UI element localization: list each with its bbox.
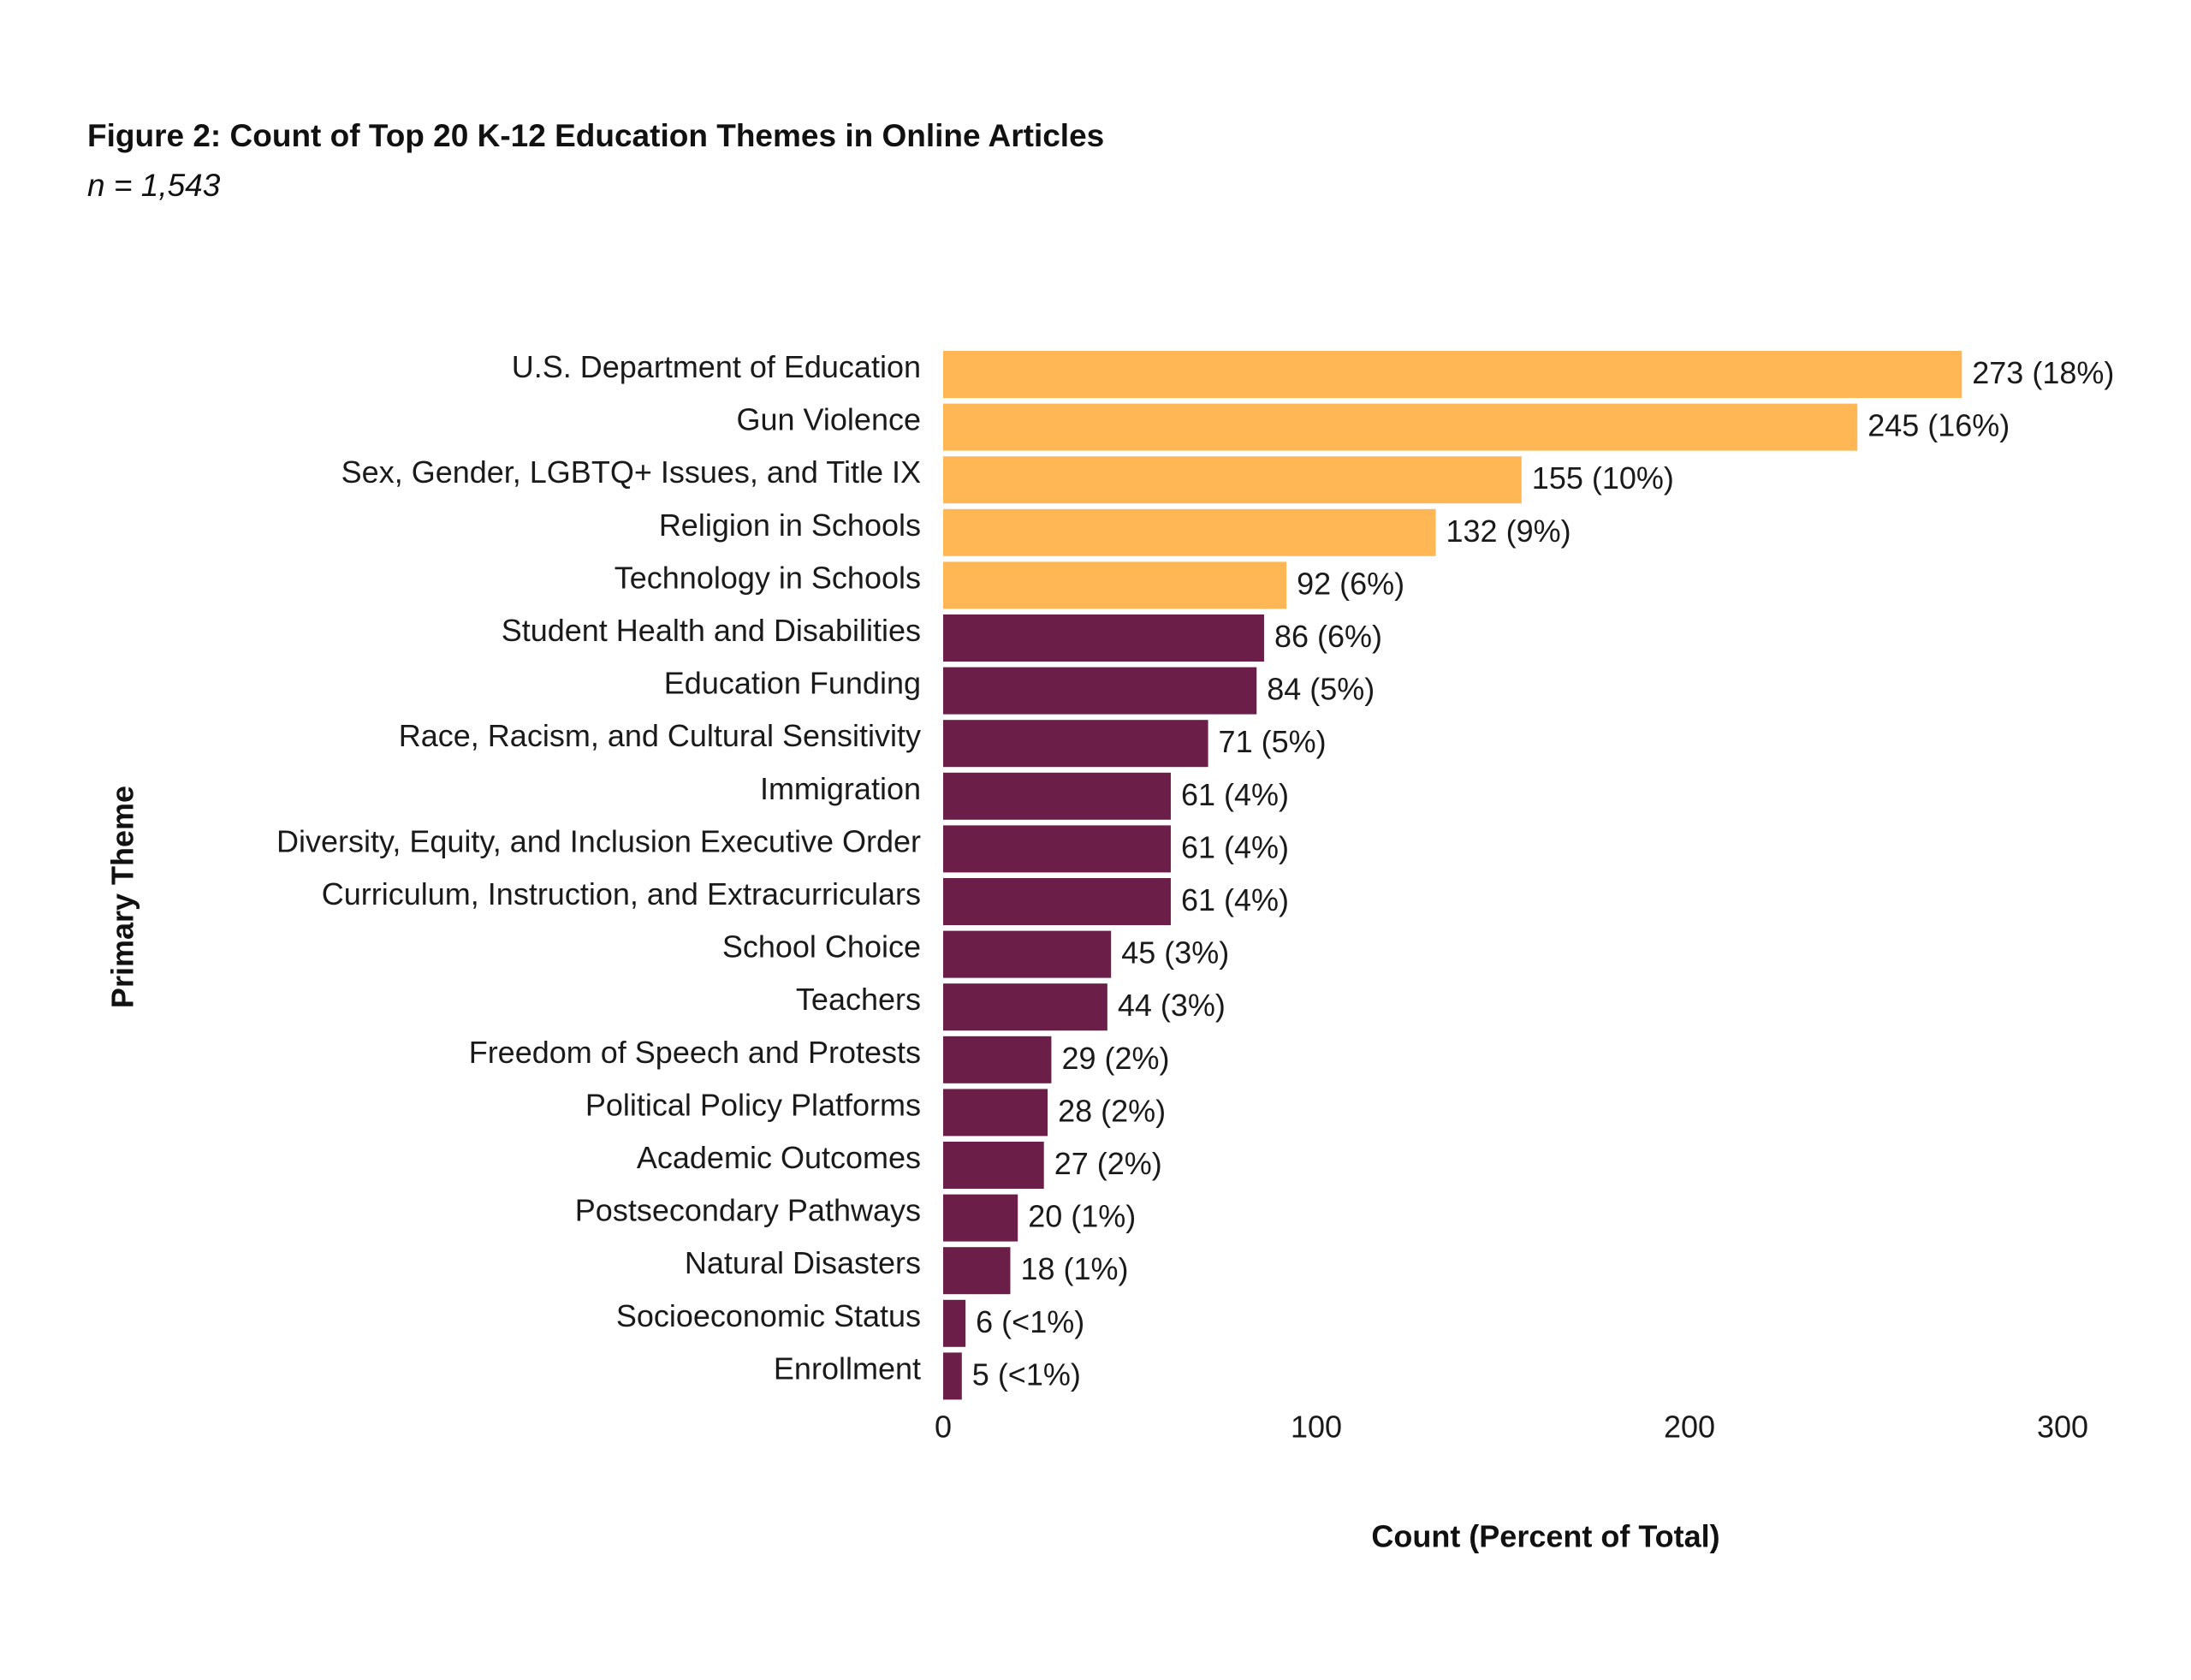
data-label: 20 (1%) — [1028, 1199, 1136, 1234]
x-tick-label: 0 — [935, 1410, 952, 1445]
category-label: Enrollment — [774, 1351, 921, 1386]
category-label: Gun Violence — [737, 402, 922, 437]
category-label: Postsecondary Pathways — [575, 1193, 921, 1228]
bar — [943, 930, 1112, 978]
category-label: Race, Racism, and Cultural Sensitivity — [399, 718, 921, 753]
x-tick-label: 300 — [2037, 1410, 2088, 1445]
bar — [943, 878, 1171, 925]
category-label: Political Policy Platforms — [585, 1087, 921, 1122]
bar — [943, 1089, 1048, 1137]
category-label: Freedom of Speech and Protests — [469, 1035, 921, 1070]
bar — [943, 614, 1264, 662]
x-tick-label: 200 — [1664, 1410, 1715, 1445]
category-label: Curriculum, Instruction, and Extracurric… — [322, 876, 921, 911]
bar — [943, 456, 1522, 504]
category-label: Socioeconomic Status — [616, 1298, 921, 1333]
data-label: 273 (18%) — [1972, 355, 2114, 390]
data-label: 61 (4%) — [1181, 829, 1289, 864]
category-label: Teachers — [796, 982, 921, 1017]
category-label: Religion in Schools — [659, 508, 921, 543]
bar — [943, 1036, 1052, 1083]
bar — [943, 667, 1257, 715]
bar — [943, 983, 1107, 1031]
data-label: 61 (4%) — [1181, 882, 1289, 917]
bar — [943, 1299, 966, 1347]
data-label: 132 (9%) — [1446, 513, 1571, 549]
bar — [943, 1194, 1018, 1242]
y-axis-title: Primary Theme — [105, 786, 140, 1008]
bar — [943, 561, 1287, 609]
bar — [943, 508, 1436, 556]
category-label: Sex, Gender, LGBTQ+ Issues, and Title IX — [341, 454, 921, 490]
bar — [943, 772, 1171, 820]
data-label: 18 (1%) — [1020, 1251, 1128, 1286]
bar — [943, 351, 1962, 398]
data-label: 27 (2%) — [1054, 1146, 1162, 1181]
data-label: 84 (5%) — [1267, 672, 1375, 707]
data-label: 92 (6%) — [1297, 566, 1404, 601]
data-label: 6 (<1%) — [976, 1304, 1084, 1339]
chart-title: Figure 2: Count of Top 20 K-12 Education… — [87, 118, 1105, 153]
data-label: 61 (4%) — [1181, 777, 1289, 812]
category-label: Technology in Schools — [615, 560, 921, 595]
bar — [943, 403, 1858, 451]
category-label: Immigration — [760, 771, 921, 806]
x-tick-label: 100 — [1291, 1410, 1342, 1445]
bar — [943, 720, 1208, 768]
bar — [943, 1142, 1044, 1189]
data-label: 44 (3%) — [1118, 988, 1226, 1023]
data-label: 86 (6%) — [1274, 619, 1382, 654]
category-label: School Choice — [722, 929, 921, 965]
category-label: Academic Outcomes — [637, 1140, 921, 1175]
bar — [943, 825, 1171, 873]
chart-subtitle: n = 1,543 — [87, 168, 221, 203]
x-axis-title: Count (Percent of Total) — [1371, 1519, 1719, 1554]
category-label: Diversity, Equity, and Inclusion Executi… — [276, 823, 921, 858]
category-label: U.S. Department of Education — [512, 349, 921, 384]
category-label: Student Health and Disabilities — [502, 613, 921, 648]
data-label: 245 (16%) — [1867, 408, 2010, 443]
data-label: 28 (2%) — [1058, 1093, 1166, 1128]
bar — [943, 1247, 1011, 1295]
data-label: 71 (5%) — [1219, 724, 1327, 759]
category-label: Education Funding — [664, 666, 921, 701]
data-label: 5 (<1%) — [972, 1356, 1081, 1392]
bar — [943, 1352, 962, 1400]
data-label: 155 (10%) — [1532, 460, 1674, 496]
data-label: 29 (2%) — [1061, 1041, 1169, 1076]
category-label: Natural Disasters — [685, 1245, 921, 1280]
data-label: 45 (3%) — [1121, 935, 1229, 971]
